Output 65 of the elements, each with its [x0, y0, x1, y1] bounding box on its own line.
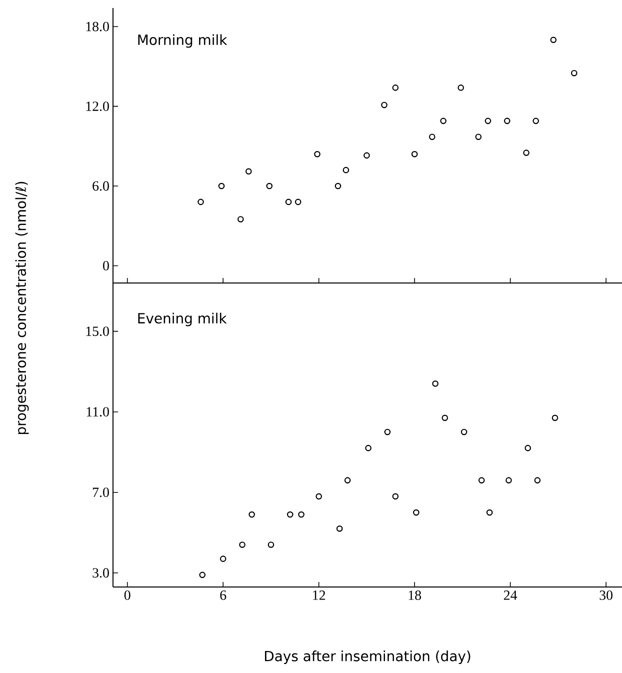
point — [523, 150, 530, 156]
point — [442, 414, 448, 422]
point — [411, 150, 418, 158]
point — [534, 477, 541, 484]
point — [365, 444, 372, 452]
point — [238, 216, 244, 222]
y-tick-label: 18.0 — [86, 22, 109, 32]
point — [475, 134, 482, 140]
y-tick-label: 12.0 — [86, 102, 109, 112]
point — [381, 102, 388, 108]
y-tick-label: 6.0 — [92, 181, 109, 191]
point — [392, 493, 399, 500]
point — [524, 444, 532, 452]
point — [198, 198, 204, 206]
point — [484, 118, 492, 124]
point — [364, 152, 370, 159]
point — [478, 477, 485, 484]
point — [342, 166, 350, 174]
point — [199, 572, 206, 578]
point — [440, 118, 446, 124]
point — [218, 182, 225, 190]
point — [248, 511, 255, 518]
y-axis-title: progesterone concentration (nmol/ℓ) — [15, 182, 29, 434]
point — [384, 428, 391, 436]
point — [344, 477, 351, 484]
point — [532, 118, 539, 124]
point — [285, 198, 292, 206]
point — [245, 168, 252, 175]
y-tick-label: 15.0 — [86, 326, 109, 336]
y-tick-label: 3.0 — [92, 568, 109, 578]
point — [239, 542, 246, 548]
point — [504, 118, 510, 124]
x-tick-label: 0 — [124, 590, 130, 600]
point — [486, 509, 493, 516]
point — [316, 493, 322, 500]
point — [294, 198, 302, 206]
point — [298, 511, 304, 518]
x-tick-label: 18 — [408, 590, 422, 600]
point — [268, 542, 274, 548]
x-tick-label: 30 — [600, 590, 612, 600]
x-tick-label: 6 — [220, 590, 226, 600]
y-tick-label: 11.0 — [86, 407, 109, 417]
point — [392, 84, 399, 91]
point — [314, 150, 320, 158]
x-tick-label: 12 — [313, 590, 326, 600]
point — [413, 509, 420, 516]
text: Evening milk — [138, 312, 227, 326]
point — [506, 477, 512, 484]
point — [286, 511, 294, 518]
y-tick-label: 7.0 — [92, 488, 109, 498]
point — [552, 414, 558, 422]
point — [458, 84, 464, 91]
point — [428, 134, 436, 140]
text: Morning milk — [138, 34, 228, 48]
point — [220, 556, 226, 562]
y-tick-label: 0 — [103, 261, 109, 270]
point — [432, 380, 438, 387]
point — [460, 428, 468, 436]
point — [266, 182, 273, 190]
point — [570, 70, 578, 76]
x-tick-label: 24 — [504, 590, 518, 600]
point — [550, 36, 557, 44]
point — [336, 525, 343, 532]
point — [334, 182, 342, 190]
x-axis-title: Days after insemination (day) — [264, 650, 470, 664]
